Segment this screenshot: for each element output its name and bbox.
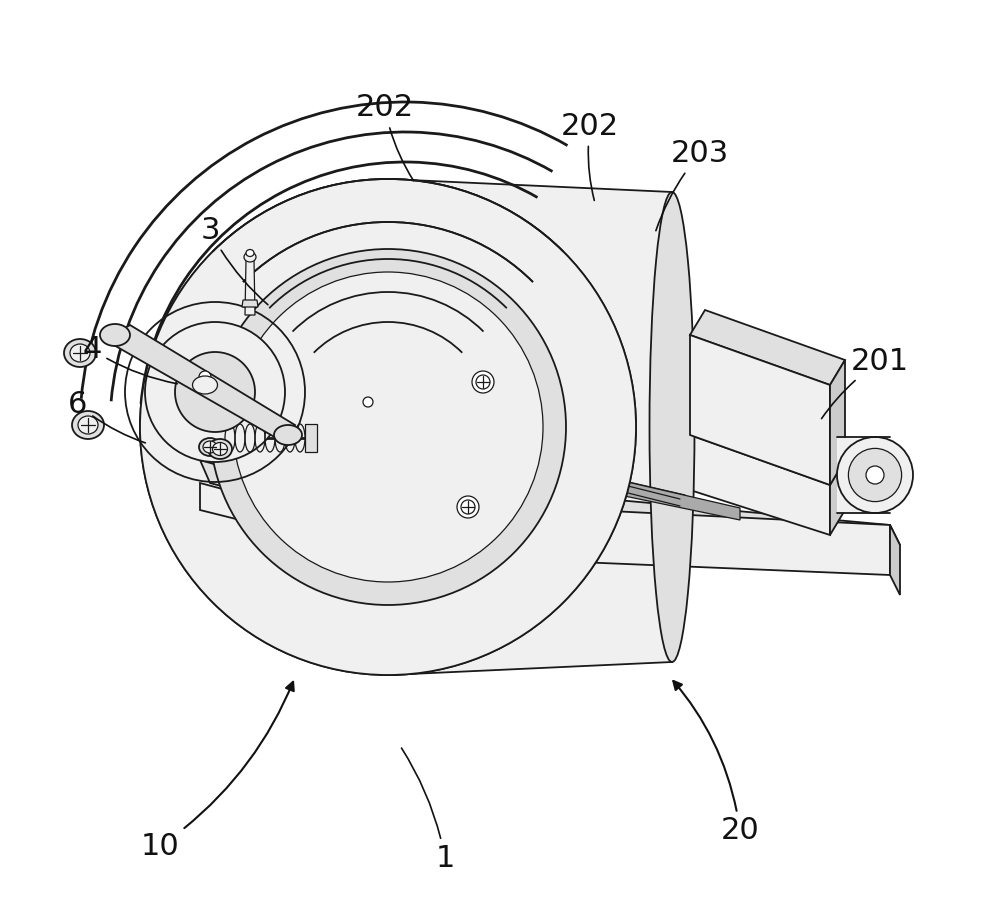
Ellipse shape: [220, 259, 556, 595]
Text: 201: 201: [822, 347, 909, 418]
Ellipse shape: [837, 437, 913, 513]
Text: 3: 3: [200, 216, 268, 305]
Ellipse shape: [192, 376, 218, 394]
Ellipse shape: [140, 179, 636, 675]
Ellipse shape: [283, 322, 493, 532]
Ellipse shape: [140, 179, 636, 675]
Polygon shape: [200, 460, 330, 515]
Polygon shape: [105, 325, 295, 443]
Polygon shape: [290, 470, 900, 545]
Ellipse shape: [100, 324, 130, 346]
Polygon shape: [200, 483, 320, 540]
Ellipse shape: [246, 250, 254, 256]
Ellipse shape: [866, 466, 884, 484]
Polygon shape: [290, 400, 430, 475]
Ellipse shape: [78, 416, 98, 434]
Ellipse shape: [233, 272, 543, 582]
Ellipse shape: [650, 192, 694, 662]
Polygon shape: [610, 478, 740, 520]
Polygon shape: [245, 260, 255, 315]
Ellipse shape: [220, 259, 556, 595]
Ellipse shape: [461, 500, 475, 514]
Ellipse shape: [363, 397, 373, 407]
Ellipse shape: [253, 292, 523, 562]
Ellipse shape: [145, 322, 285, 462]
Ellipse shape: [70, 344, 90, 362]
Ellipse shape: [343, 382, 433, 472]
Ellipse shape: [457, 496, 479, 518]
Text: 202: 202: [356, 93, 414, 180]
Ellipse shape: [199, 438, 221, 456]
Text: 10: 10: [141, 682, 294, 861]
Ellipse shape: [318, 357, 458, 497]
Polygon shape: [830, 360, 845, 485]
Polygon shape: [305, 424, 317, 452]
Polygon shape: [290, 440, 430, 515]
Text: 203: 203: [656, 139, 729, 231]
Ellipse shape: [64, 339, 96, 367]
Polygon shape: [388, 179, 672, 675]
Ellipse shape: [253, 292, 523, 562]
Ellipse shape: [210, 249, 566, 605]
Ellipse shape: [274, 425, 302, 445]
Ellipse shape: [476, 375, 490, 389]
Polygon shape: [242, 300, 258, 307]
Ellipse shape: [72, 411, 104, 439]
Ellipse shape: [283, 322, 493, 532]
Polygon shape: [290, 495, 890, 575]
Polygon shape: [690, 310, 845, 385]
Ellipse shape: [212, 443, 228, 456]
Ellipse shape: [203, 441, 217, 453]
Text: 4: 4: [82, 335, 177, 383]
Ellipse shape: [199, 371, 211, 383]
Polygon shape: [830, 460, 845, 535]
Polygon shape: [410, 443, 540, 480]
Ellipse shape: [244, 252, 256, 262]
Polygon shape: [690, 435, 830, 535]
Ellipse shape: [175, 352, 255, 432]
Text: 1: 1: [402, 748, 455, 873]
Text: 202: 202: [561, 112, 619, 200]
Text: 6: 6: [68, 390, 145, 443]
Polygon shape: [430, 415, 440, 480]
Polygon shape: [290, 375, 440, 435]
Text: 20: 20: [673, 681, 759, 845]
Ellipse shape: [183, 222, 593, 632]
Ellipse shape: [472, 371, 494, 393]
Ellipse shape: [183, 222, 593, 632]
Polygon shape: [555, 465, 685, 507]
Ellipse shape: [524, 453, 536, 461]
Polygon shape: [837, 437, 890, 513]
Ellipse shape: [848, 448, 902, 501]
Polygon shape: [890, 525, 900, 595]
Ellipse shape: [208, 439, 232, 459]
Polygon shape: [690, 335, 830, 485]
